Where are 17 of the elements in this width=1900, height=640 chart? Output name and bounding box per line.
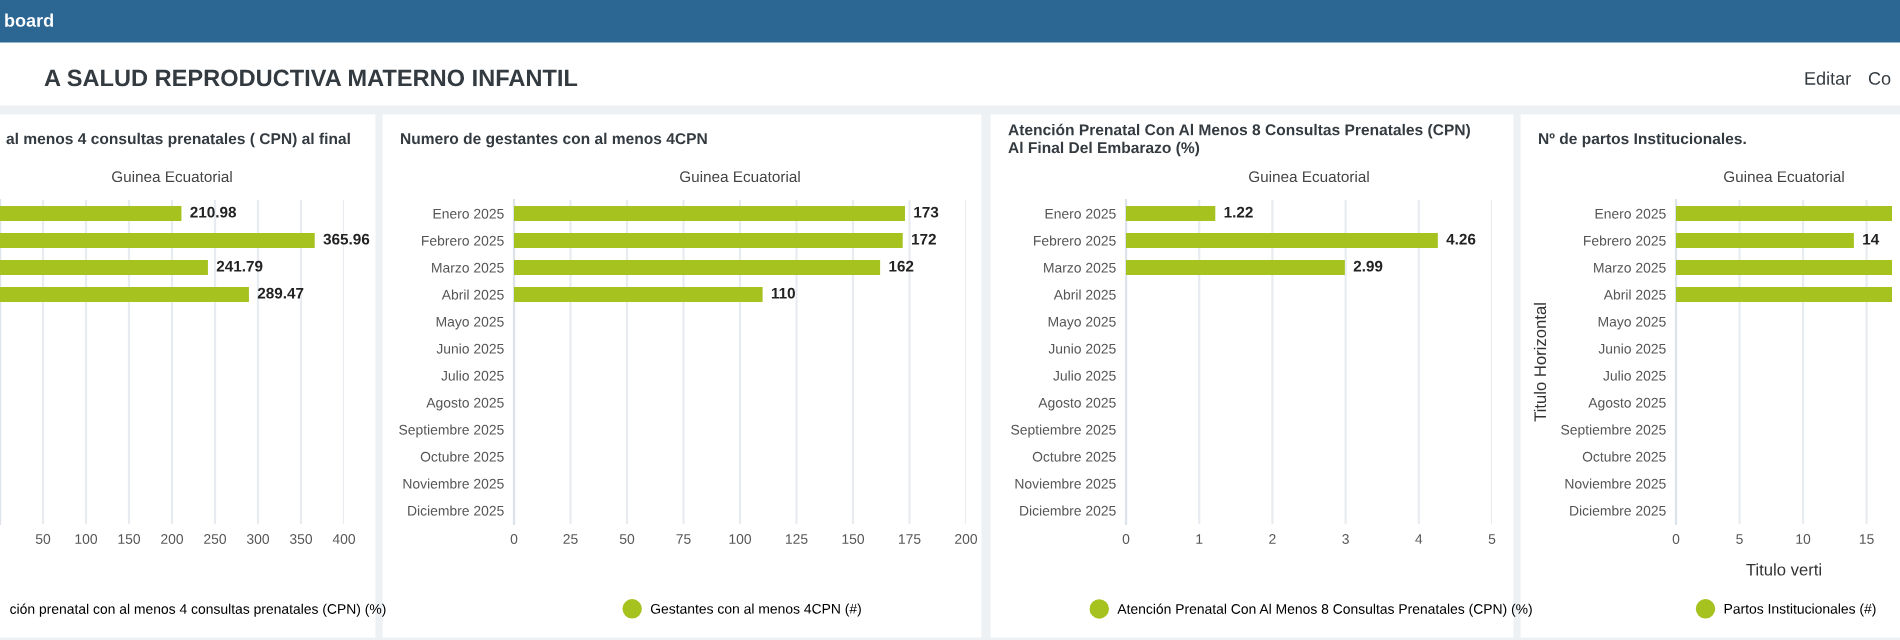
text: A SALUD REPRODUCTIVA MATERNO INFANTIL	[44, 69, 578, 87]
bar	[0, 206, 182, 221]
bar	[514, 260, 881, 275]
text: board	[5, 13, 53, 27]
bar	[0, 287, 249, 302]
bar	[1126, 233, 1438, 248]
text: Editar	[1805, 71, 1851, 85]
bar	[0, 260, 208, 275]
bar	[0, 233, 315, 248]
bar	[514, 287, 763, 302]
bar	[1126, 206, 1216, 221]
y-axis-title: Titulo Horizontal	[1533, 303, 1547, 422]
bar	[514, 206, 905, 221]
text: Co	[1868, 72, 1891, 85]
x-axis-title: Titulo verti	[1746, 563, 1821, 576]
bar	[1126, 260, 1345, 275]
bar	[514, 233, 903, 248]
